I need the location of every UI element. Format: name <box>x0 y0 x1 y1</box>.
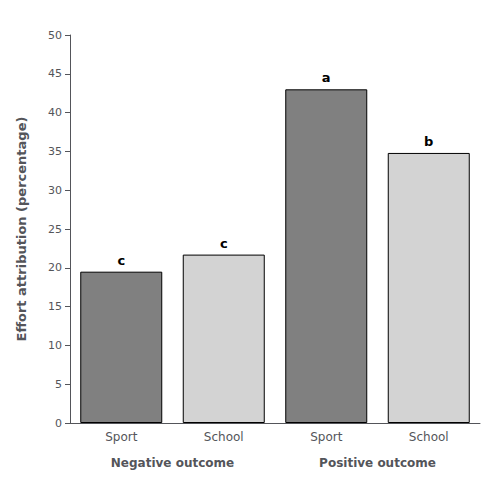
svg-text:Negative outcome: Negative outcome <box>111 456 234 470</box>
svg-text:c: c <box>220 236 228 251</box>
svg-text:Sport: Sport <box>105 430 138 444</box>
svg-text:25: 25 <box>48 223 62 236</box>
svg-text:a: a <box>322 70 331 85</box>
svg-text:5: 5 <box>55 378 62 391</box>
svg-text:20: 20 <box>48 261 62 274</box>
svg-text:Effort attribution (percentage: Effort attribution (percentage) <box>14 117 29 342</box>
svg-text:10: 10 <box>48 339 62 352</box>
svg-text:30: 30 <box>48 184 62 197</box>
svg-text:0: 0 <box>55 417 62 430</box>
svg-text:50: 50 <box>48 29 62 42</box>
svg-text:15: 15 <box>48 300 62 313</box>
svg-text:40: 40 <box>48 106 62 119</box>
svg-text:c: c <box>117 253 125 268</box>
svg-text:35: 35 <box>48 145 62 158</box>
svg-text:School: School <box>409 430 449 444</box>
svg-text:45: 45 <box>48 67 62 80</box>
svg-text:Sport: Sport <box>310 430 343 444</box>
svg-text:Positive outcome: Positive outcome <box>319 456 436 470</box>
svg-text:b: b <box>424 134 433 149</box>
svg-text:School: School <box>204 430 244 444</box>
